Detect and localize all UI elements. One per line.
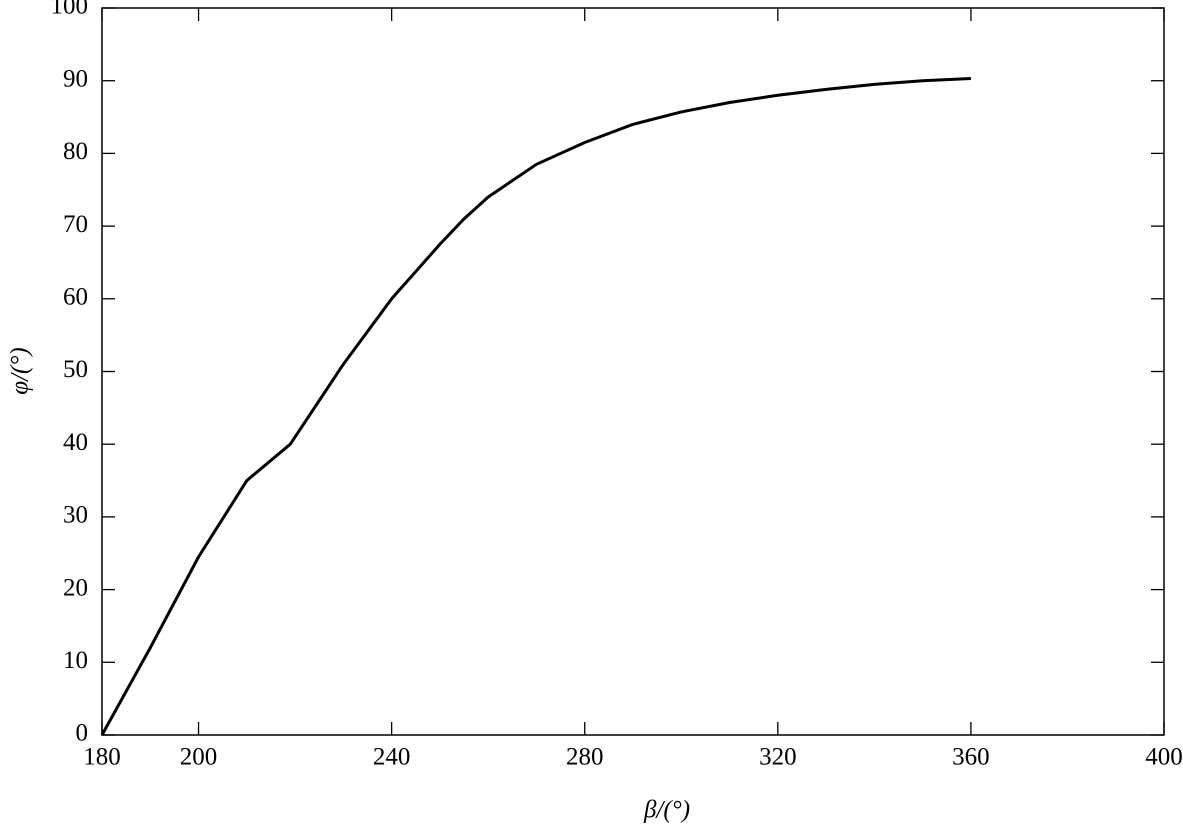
y-tick-label: 90 bbox=[63, 65, 88, 92]
y-tick-label: 70 bbox=[63, 211, 88, 238]
y-tick-label: 80 bbox=[63, 138, 88, 165]
x-axis-label: β/(°) bbox=[643, 797, 690, 824]
x-tick-label: 180 bbox=[83, 744, 121, 771]
x-tick-label: 360 bbox=[952, 744, 990, 771]
x-tick-label: 280 bbox=[566, 744, 604, 771]
y-tick-label: 10 bbox=[63, 647, 88, 674]
data-line bbox=[100, 77, 971, 736]
y-tick-label: 60 bbox=[63, 284, 88, 311]
plot-frame bbox=[101, 7, 1165, 736]
y-axis-label: φ/(°) bbox=[7, 347, 34, 394]
y-tick-label: 40 bbox=[63, 429, 88, 456]
y-tick-label: 100 bbox=[51, 0, 89, 20]
x-tick-label: 200 bbox=[180, 744, 218, 771]
x-tick-label: 240 bbox=[373, 744, 411, 771]
y-tick-label: 0 bbox=[76, 720, 89, 747]
y-tick-label: 50 bbox=[63, 356, 88, 383]
y-tick-label: 30 bbox=[63, 502, 88, 529]
y-tick-label: 20 bbox=[63, 574, 88, 601]
x-tick-label: 400 bbox=[1145, 744, 1183, 771]
x-tick-label: 320 bbox=[759, 744, 797, 771]
